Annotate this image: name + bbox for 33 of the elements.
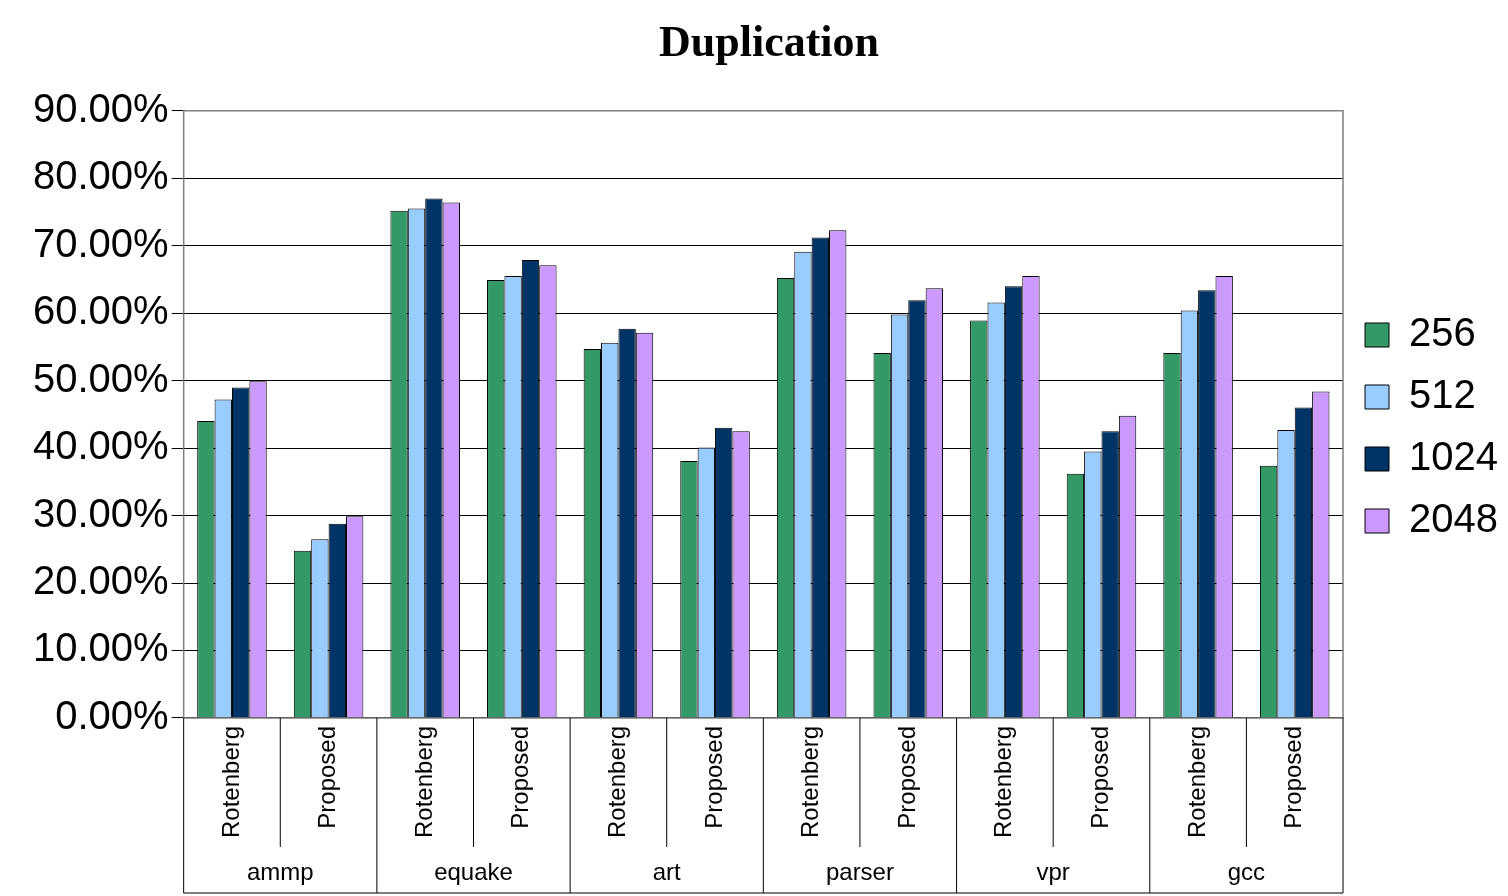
y-tick-label: 10.00% <box>32 625 169 670</box>
legend-label: 1024 <box>1409 434 1498 479</box>
x-tick-label: Rotenberg <box>796 725 824 838</box>
legend-label: 256 <box>1409 310 1476 355</box>
y-tick-label: 60.00% <box>32 288 169 333</box>
legend-label: 2048 <box>1409 496 1498 541</box>
x-tick-label: Proposed <box>699 725 727 829</box>
x-tick-label: Rotenberg <box>409 725 437 838</box>
x-tick-label: Rotenberg <box>603 725 631 838</box>
text: art <box>652 857 682 885</box>
text: vpr <box>1036 857 1070 885</box>
y-tick-label: 70.00% <box>32 220 169 265</box>
x-tick-label: Proposed <box>1279 725 1307 829</box>
x-tick-label: Proposed <box>506 725 534 829</box>
y-tick-label: 0.00% <box>55 692 169 737</box>
y-tick-label: 50.00% <box>32 355 169 400</box>
x-tick-label: Proposed <box>892 725 920 829</box>
text: parser <box>825 857 894 885</box>
text: equake <box>434 857 513 885</box>
y-tick-label: 20.00% <box>32 558 169 603</box>
x-tick-label: Proposed <box>313 725 341 829</box>
y-tick-label: 90.00% <box>32 85 169 130</box>
x-tick-label: Rotenberg <box>216 725 244 838</box>
y-tick-label: 40.00% <box>32 423 169 468</box>
x-tick-label: Rotenberg <box>1182 725 1210 838</box>
legend-label: 512 <box>1409 372 1476 417</box>
chart-title: Duplication <box>658 16 880 66</box>
text: ammp <box>246 857 314 885</box>
text: gcc <box>1227 857 1266 885</box>
x-tick-label: Rotenberg <box>989 725 1017 838</box>
y-tick-label: 30.00% <box>32 490 169 535</box>
y-tick-label: 80.00% <box>32 153 169 198</box>
x-tick-label: Proposed <box>1086 725 1114 829</box>
